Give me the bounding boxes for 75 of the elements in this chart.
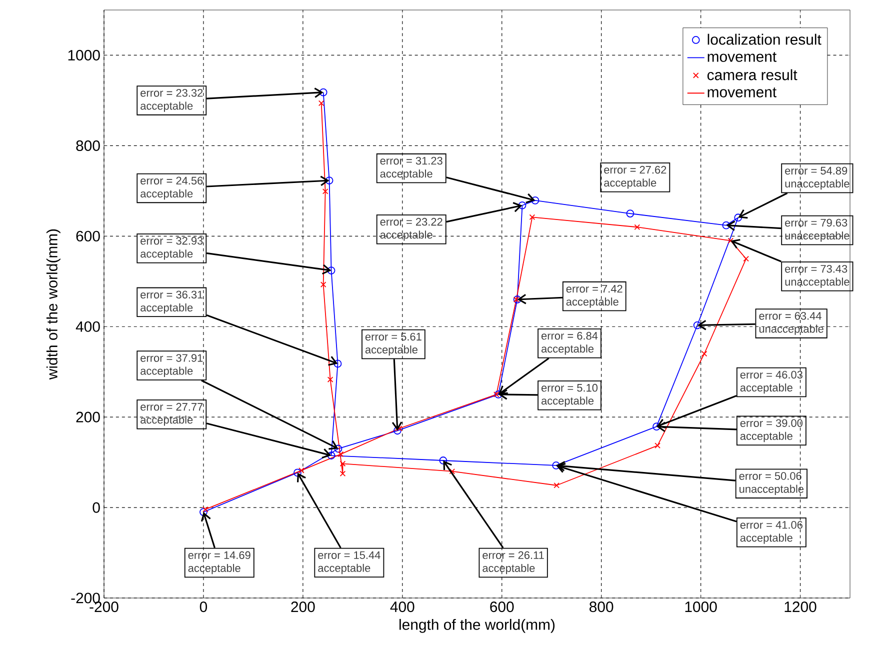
point: [701, 350, 708, 357]
annotation: error = 39.00 acceptable: [740, 419, 802, 442]
x-tick-label: 800: [590, 602, 614, 612]
x-axis-title: length of the world(mm): [400, 618, 555, 633]
annotation: error = 26.11 acceptable: [482, 551, 544, 574]
point: [334, 360, 342, 368]
point: [449, 468, 456, 474]
point: [743, 256, 749, 262]
point: [531, 196, 540, 204]
point: [338, 451, 344, 458]
point: [439, 456, 448, 464]
point: [493, 392, 500, 398]
x-tick-label: 400: [390, 602, 414, 612]
point: [554, 482, 560, 488]
x-tick-label: 0: [200, 602, 208, 612]
point: [327, 452, 336, 460]
legend-label: localization result: [708, 34, 822, 45]
x-tick-label: -200: [90, 602, 118, 612]
annotation: error = 6.84 acceptable: [542, 332, 598, 355]
annotation: error = 54.89 unacceptable: [785, 166, 850, 190]
point: [518, 201, 526, 210]
y-tick-label: 200: [76, 412, 100, 422]
annotation: error = 14.69 acceptable: [188, 551, 250, 574]
annotation: error = 7.42 acceptable: [566, 284, 622, 308]
annotation: error = 36.31 acceptable: [140, 290, 203, 314]
point: [728, 238, 734, 244]
annotation: error = 32.93 acceptable: [140, 236, 203, 260]
y-tick-label: 600: [76, 230, 100, 242]
x-tick-label: 600: [490, 602, 514, 612]
point: [334, 444, 342, 453]
y-axis-title: width of the world(mm): [46, 229, 60, 380]
point: [322, 188, 328, 194]
y-tick-label: 0: [92, 502, 100, 513]
annotation: error = 15.44 acceptable: [318, 551, 380, 574]
point: [626, 210, 634, 218]
annotation: error = 24.56 acceptable: [140, 176, 203, 200]
point: [529, 214, 536, 220]
point: [202, 506, 208, 512]
point: [320, 282, 326, 288]
point: [634, 224, 640, 230]
point: [340, 460, 346, 467]
x-tick-label: 1000: [685, 602, 717, 612]
point: [340, 470, 346, 477]
point: [319, 88, 328, 96]
point: [327, 266, 336, 274]
point: [327, 376, 334, 382]
legend-label: camera result: [707, 69, 798, 80]
x-tick-label: 200: [291, 602, 315, 612]
y-tick-label: 400: [76, 321, 100, 332]
annotation: error = 23.22 acceptable: [380, 218, 442, 241]
annotation: error = 63.44 unacceptable: [759, 312, 824, 335]
point: [734, 214, 742, 222]
y-tick-label: 1000: [68, 50, 100, 61]
x-tick-label: 1200: [784, 602, 816, 612]
legend-label: movement: [708, 88, 776, 98]
point: [294, 468, 302, 477]
annotation: error = 27.77 acceptable: [140, 402, 203, 426]
point: [654, 442, 660, 448]
y-tick-label: -200: [71, 592, 100, 604]
legend-label: movement: [708, 52, 776, 62]
annotation: error = 41.06 acceptable: [740, 520, 802, 544]
annotation: error = 50.06 unacceptable: [739, 472, 804, 495]
annotation: error = 5.61 acceptable: [365, 332, 422, 356]
annotation: error = 46.03 acceptable: [740, 370, 802, 394]
annotation: error = 79.63 unacceptable: [785, 218, 850, 242]
annotation: error = 31.23 acceptable: [380, 156, 442, 180]
annotation: error = 27.62 acceptable: [604, 166, 666, 189]
annotation: error = 37.91 acceptable: [140, 354, 203, 377]
point: [318, 100, 324, 106]
annotation: error = 73.43 unacceptable: [785, 264, 850, 288]
annotation: error = 5.10 acceptable: [542, 384, 598, 407]
point: [298, 468, 304, 474]
annotation: error = 23.32 acceptable: [140, 89, 203, 112]
y-tick-label: 800: [76, 140, 100, 151]
point: [325, 176, 334, 184]
